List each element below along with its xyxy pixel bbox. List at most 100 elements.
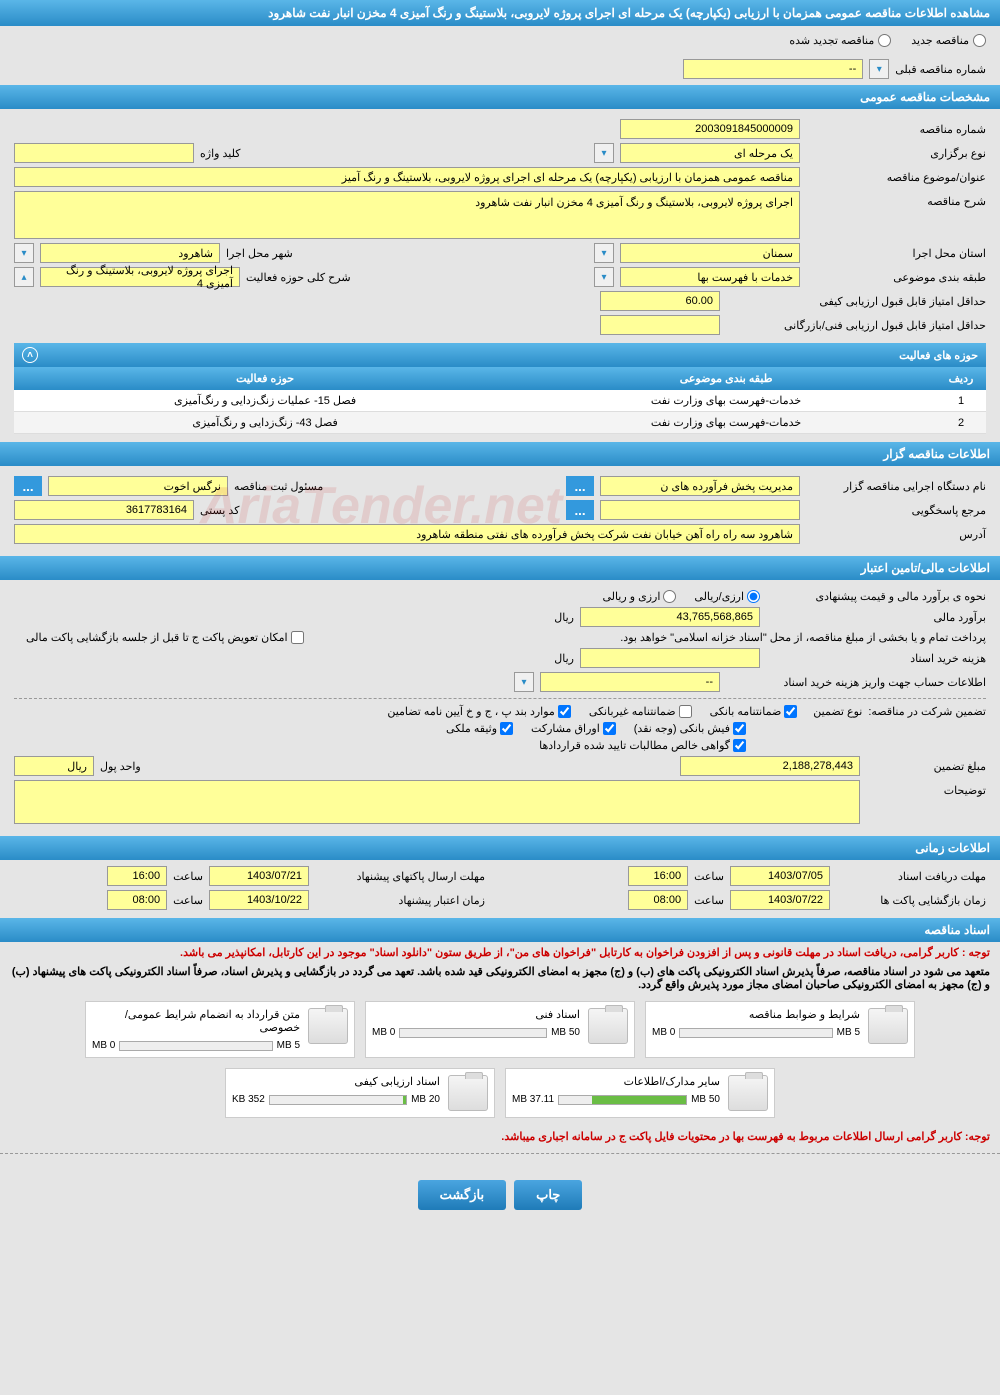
folder-icon [588, 1008, 628, 1044]
exchange-checkbox[interactable]: امکان تعویض پاکت ج تا قبل از جلسه بازگشا… [26, 631, 304, 644]
type-field[interactable]: یک مرحله ای [620, 143, 800, 163]
postal-label: کد پستی [200, 504, 239, 517]
estimate-label: برآورد مالی [766, 611, 986, 624]
file-box[interactable]: اسناد ارزیابی کیفی20 MB352 KB [225, 1068, 495, 1118]
registrar-field: نرگس اخوت [48, 476, 228, 496]
province-label: استان محل اجرا [806, 247, 986, 260]
g3[interactable]: موارد بند پ ، ج و خ آیین نامه تضامین [387, 705, 570, 718]
doc-fee-field[interactable] [580, 648, 760, 668]
folder-icon [308, 1008, 348, 1044]
g2[interactable]: ضمانتنامه غیربانکی [589, 705, 692, 718]
radio-new[interactable]: مناقصه جدید [911, 34, 986, 47]
activity-summary-field: اجرای پروژه لایروبی، بلاستینگ و رنگ آمیز… [40, 267, 240, 287]
org-name-field: مدیریت پخش فرآورده های ن [600, 476, 800, 496]
keyword-field[interactable] [14, 143, 194, 163]
category-label: طبقه بندی موضوعی [806, 271, 986, 284]
g7[interactable]: گواهی خالص مطالبات تایید شده قراردادها [539, 739, 746, 752]
chevron-down-icon[interactable]: ▾ [594, 267, 614, 287]
min-qual-field[interactable]: 60.00 [600, 291, 720, 311]
amount-label: مبلغ تضمین [866, 760, 986, 773]
activity-summary-label: شرح کلی حوزه فعالیت [246, 271, 351, 284]
t1-date: 1403/07/05 [730, 866, 830, 886]
folder-icon [448, 1075, 488, 1111]
account-field[interactable]: -- [540, 672, 720, 692]
currency-field: ریال [14, 756, 94, 776]
lookup-button[interactable]: ... [566, 500, 594, 520]
table-row: 1خدمات-فهرست بهای وزارت نفتفصل 15- عملیا… [14, 390, 986, 412]
t3-label: زمان بازگشایی پاکت ها [836, 894, 986, 907]
title-label: عنوان/موضوع مناقصه [806, 171, 986, 184]
notes-field[interactable] [14, 780, 860, 824]
org-name-label: نام دستگاه اجرایی مناقصه گزار [806, 480, 986, 493]
t4-date: 1403/10/22 [209, 890, 309, 910]
g5[interactable]: اوراق مشارکت [531, 722, 616, 735]
radio-opt1[interactable]: ارزی/ریالی [694, 590, 760, 603]
section-organizer: اطلاعات مناقصه گزار [0, 442, 1000, 466]
progress-bar [558, 1095, 687, 1105]
docs-note-1: توجه : کاربر گرامی، دریافت اسناد در مهلت… [0, 942, 1000, 963]
table-row: 2خدمات-فهرست بهای وزارت نفتفصل 43- زنگ‌ز… [14, 412, 986, 434]
prev-number-field[interactable]: -- [683, 59, 863, 79]
lookup-button[interactable]: ... [14, 476, 42, 496]
docs-footer-note: توجه: کاربر گرامی ارسال اطلاعات مربوط به… [0, 1126, 1000, 1147]
collapse-icon[interactable]: ˄ [22, 347, 38, 363]
guarantee-type-label: نوع تضمین [813, 705, 862, 718]
file-box[interactable]: متن قرارداد به انضمام شرایط عمومی/خصوصی5… [85, 1001, 355, 1058]
progress-bar [399, 1028, 547, 1038]
tender-no-label: شماره مناقصه [806, 123, 986, 136]
print-button[interactable]: چاپ [514, 1180, 582, 1210]
section-general: مشخصات مناقصه عمومی [0, 85, 1000, 109]
guarantee-label: تضمین شرکت در مناقصه: [868, 705, 986, 718]
city-field[interactable]: شاهرود [40, 243, 220, 263]
province-field[interactable]: سمنان [620, 243, 800, 263]
divider [14, 698, 986, 699]
activity-table: ردیف طبقه بندی موضوعی حوزه فعالیت 1خدمات… [14, 367, 986, 434]
scroll-up-icon[interactable]: ▴ [14, 267, 34, 287]
col-row: ردیف [936, 367, 986, 390]
file-box[interactable]: اسناد فنی50 MB0 MB [365, 1001, 635, 1058]
estimate-unit: ریال [554, 611, 574, 624]
postal-field: 3617783164 [14, 500, 194, 520]
min-tech-field[interactable] [600, 315, 720, 335]
divider [0, 1153, 1000, 1154]
notes-label: توضیحات [866, 780, 986, 797]
desc-field[interactable]: اجرای پروژه لایروبی، بلاستینگ و رنگ آمیز… [14, 191, 800, 239]
chevron-down-icon[interactable]: ▾ [14, 243, 34, 263]
t1-time: 16:00 [628, 866, 688, 886]
file-title: اسناد ارزیابی کیفی [232, 1075, 440, 1088]
back-button[interactable]: بازگشت [418, 1180, 506, 1210]
amount-field: 2,188,278,443 [680, 756, 860, 776]
t4-label: زمان اعتبار پیشنهاد [315, 894, 485, 907]
doc-fee-label: هزینه خرید اسناد [766, 652, 986, 665]
g1[interactable]: ضمانتنامه بانکی [710, 705, 798, 718]
section-timing: اطلاعات زمانی [0, 836, 1000, 860]
dropdown-arrow-icon[interactable]: ▾ [869, 59, 889, 79]
city-label: شهر محل اجرا [226, 247, 293, 260]
radio-renewed[interactable]: مناقصه تجدید شده [789, 34, 891, 47]
min-qual-label: حداقل امتیاز قابل قبول ارزیابی کیفی [726, 295, 986, 308]
file-title: شرایط و ضوابط مناقصه [652, 1008, 860, 1021]
col-category: طبقه بندی موضوعی [516, 367, 936, 390]
chevron-down-icon[interactable]: ▾ [594, 143, 614, 163]
g6[interactable]: وثیقه ملکی [446, 722, 513, 735]
t3-time: 08:00 [628, 890, 688, 910]
file-box[interactable]: سایر مدارک/اطلاعات50 MB37.11 MB [505, 1068, 775, 1118]
category-field[interactable]: خدمات با فهرست بها [620, 267, 800, 287]
contact-field[interactable] [600, 500, 800, 520]
lookup-button[interactable]: ... [566, 476, 594, 496]
currency-label: واحد پول [100, 760, 141, 773]
g4[interactable]: فیش بانکی (وجه نقد) [634, 722, 746, 735]
chevron-down-icon[interactable]: ▾ [514, 672, 534, 692]
title-field[interactable]: مناقصه عمومی همزمان با ارزیابی (یکپارچه)… [14, 167, 800, 187]
radio-opt2[interactable]: ارزی و ریالی [602, 590, 676, 603]
progress-bar [119, 1041, 272, 1051]
t3-date: 1403/07/22 [730, 890, 830, 910]
t2-label: مهلت ارسال پاکتهای پیشنهاد [315, 870, 485, 883]
chevron-down-icon[interactable]: ▾ [594, 243, 614, 263]
activity-section-title: حوزه های فعالیت [899, 349, 978, 362]
folder-icon [728, 1075, 768, 1111]
keyword-label: کلید واژه [200, 147, 240, 160]
file-box[interactable]: شرایط و ضوابط مناقصه5 MB0 MB [645, 1001, 915, 1058]
file-title: اسناد فنی [372, 1008, 580, 1021]
section-financial: اطلاعات مالی/تامین اعتبار [0, 556, 1000, 580]
